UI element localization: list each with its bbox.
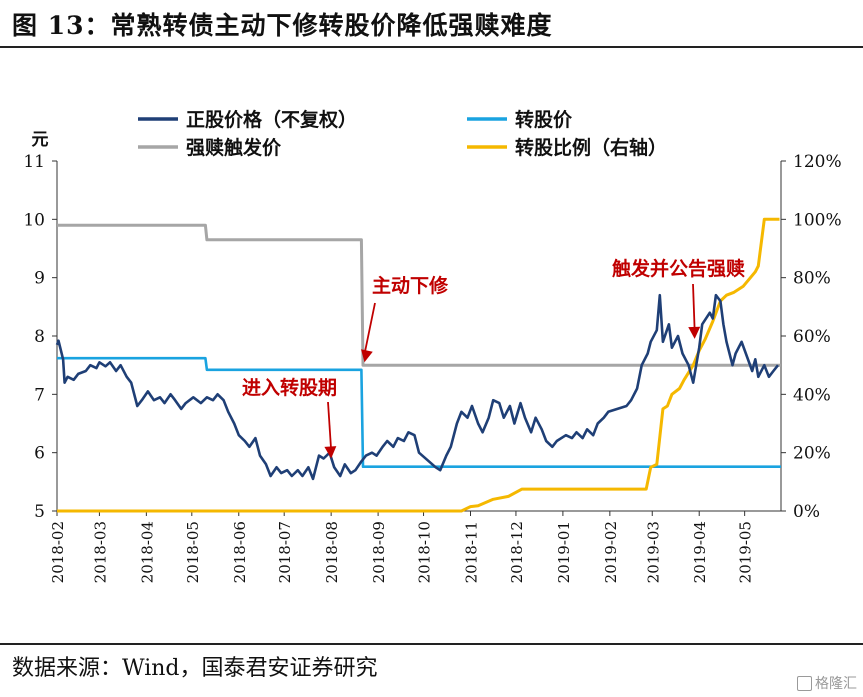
right-tick-label: 100% [793, 210, 842, 230]
annotation-arrow-head [688, 326, 701, 339]
left-tick-label: 8 [34, 327, 45, 347]
annotation-arrow-shaft [327, 401, 333, 451]
x-tick-label: 2018-09 [370, 521, 388, 583]
x-tick-label: 2018-05 [184, 521, 202, 583]
left-tick-label: 5 [34, 502, 45, 522]
annotation-label: 进入转股期 [242, 376, 337, 399]
x-tick-label: 2019-05 [737, 521, 755, 583]
source-note: 数据来源：Wind，国泰君安证券研究 [12, 656, 378, 681]
x-tick-label: 2019-01 [555, 521, 573, 583]
figure-title: 图 13：常熟转债主动下修转股价降低强赎难度 [12, 11, 553, 40]
x-tick-label: 2018-11 [462, 521, 480, 583]
x-tick-label: 2019-03 [644, 521, 662, 583]
series-layer [55, 217, 781, 513]
x-tick-label: 2018-07 [276, 521, 294, 583]
x-tick-label: 2018-03 [91, 521, 109, 583]
left-tick-label: 9 [34, 269, 45, 289]
left-tick-label: 10 [23, 210, 45, 230]
title-rule [0, 46, 863, 48]
annotation-label: 触发并公告强赎 [612, 257, 745, 280]
x-tick-label: 2018-12 [508, 521, 526, 583]
series-line-4 [57, 217, 780, 513]
series-line-1 [55, 293, 780, 481]
x-tick-label: 2019-02 [602, 521, 620, 583]
legend-label: 正股价格（不复权） [186, 108, 357, 131]
left-tick-label: 11 [23, 152, 45, 172]
annotation-arrow-shaft [363, 302, 376, 355]
left-tick-label: 6 [34, 444, 45, 464]
x-tick-label: 2018-10 [416, 521, 434, 583]
watermark: 格隆汇 [797, 673, 857, 693]
left-axis-unit: 元 [32, 130, 49, 150]
annotation-arrow-head [361, 349, 373, 363]
right-tick-label: 60% [793, 327, 831, 347]
source-rule [0, 643, 863, 645]
series-line-3 [57, 223, 781, 367]
x-tick-label: 2019-04 [691, 521, 709, 583]
right-tick-label: 0% [793, 502, 820, 522]
x-tick-label: 2018-06 [231, 521, 249, 583]
legend-label: 转股比例（右轴） [515, 136, 667, 159]
watermark-text: 格隆汇 [815, 676, 857, 692]
x-tick-label: 2018-04 [138, 521, 156, 583]
x-tick-label: 2018-02 [49, 521, 67, 583]
annotation-label: 主动下修 [372, 274, 449, 297]
axes-layer: 5 6 7 8 9 10 11元 0% 20% 40% 60% 80% 100% 120% 2018-02 2… [23, 130, 841, 583]
right-tick-label: 40% [793, 385, 831, 405]
legend-label: 转股价 [515, 108, 573, 131]
right-tick-label: 80% [793, 269, 831, 289]
left-tick-label: 7 [34, 385, 45, 405]
legend-label: 强赎触发价 [186, 136, 282, 159]
annotation-arrow-head [324, 446, 337, 459]
right-tick-label: 120% [793, 152, 842, 172]
series-line-2 [57, 356, 781, 468]
watermark-logo-icon [797, 675, 812, 691]
annotation-arrow-shaft [692, 283, 696, 331]
right-tick-label: 20% [793, 444, 831, 464]
x-tick-label: 2018-08 [323, 521, 341, 583]
